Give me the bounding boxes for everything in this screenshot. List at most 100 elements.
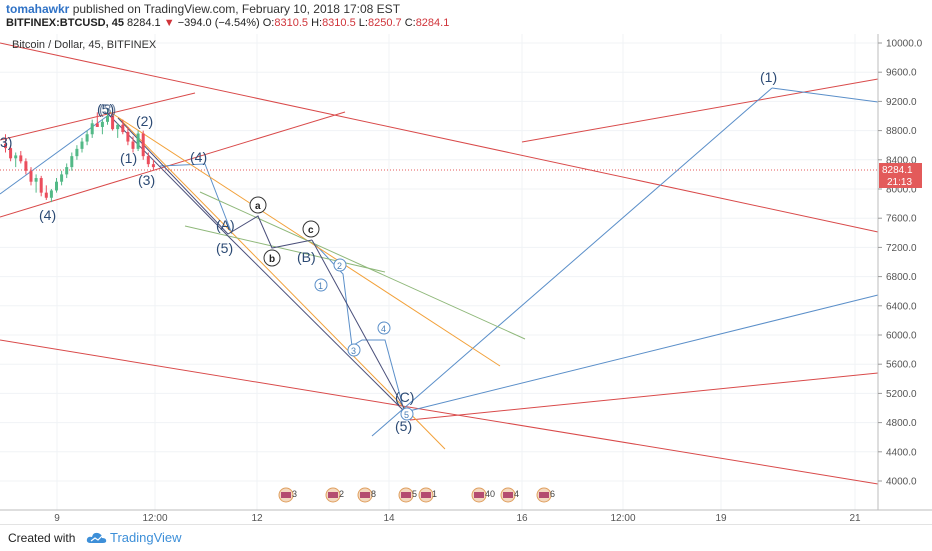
wave-c-path[interactable]	[311, 239, 406, 411]
wave-label-5-a[interactable]: (5)	[216, 240, 233, 256]
price-tick-label: 9600.0	[886, 68, 917, 79]
subwave-label-3[interactable]: 3	[351, 346, 356, 356]
green-lines	[184, 191, 526, 340]
wave-labels: (5) (3) (2) (1) (3) (4) (4) (A) (5) (B) …	[0, 69, 777, 434]
subwave-label-2[interactable]: 2	[337, 261, 342, 271]
wave-label-3-top[interactable]: (3)	[99, 101, 116, 117]
candle-body[interactable]	[24, 161, 28, 171]
subwave-label-1[interactable]: 1	[318, 281, 323, 291]
event-flag-band	[421, 492, 431, 498]
wave-label-2[interactable]: (2)	[136, 113, 153, 129]
price-tick-label: 4400.0	[886, 447, 917, 458]
price-axis-panel	[878, 34, 932, 510]
candle-body[interactable]	[44, 192, 48, 198]
close-value: 8284.1	[415, 17, 450, 29]
candle-body[interactable]	[131, 141, 135, 149]
event-markers: 3 2 8 5 1 40 4 6	[278, 487, 555, 503]
candle-body[interactable]	[75, 148, 79, 157]
wave-outer-path[interactable]	[227, 235, 406, 413]
candle-body[interactable]	[34, 178, 38, 182]
candle-body[interactable]	[111, 116, 115, 130]
candle-body[interactable]	[55, 181, 58, 191]
wave-label-3-left[interactable]: 3)	[0, 134, 12, 150]
time-axis-panel	[0, 510, 932, 524]
circle-label-b[interactable]: b	[269, 254, 275, 265]
candle-body[interactable]	[19, 155, 23, 162]
candle-body[interactable]	[39, 178, 43, 193]
wave-label-1[interactable]: (1)	[120, 150, 137, 166]
candle-body[interactable]	[4, 143, 7, 149]
wave-label-5-top[interactable]: (5)	[97, 101, 114, 117]
tradingview-brand[interactable]: TradingView	[110, 530, 182, 545]
wave-label-3[interactable]: (3)	[138, 172, 155, 188]
countdown-badge	[879, 176, 922, 188]
author-name[interactable]: tomahawkr	[6, 2, 70, 16]
blue-wave4-path[interactable]	[159, 163, 233, 235]
blue-top-segment[interactable]	[771, 87, 879, 103]
green-upper-line[interactable]	[199, 191, 526, 340]
candle-body[interactable]	[49, 190, 53, 198]
price-tick-label: 7600.0	[886, 214, 917, 225]
subwave-label-5[interactable]: 5	[404, 410, 409, 420]
blue-rise-line[interactable]	[371, 87, 773, 437]
candle-body[interactable]	[14, 155, 18, 159]
event-count: 3	[292, 489, 297, 499]
candle-body[interactable]	[146, 156, 150, 165]
event-flag-band	[474, 492, 484, 498]
subwave-4-marker	[377, 321, 391, 335]
candle-body[interactable]	[141, 133, 145, 157]
time-tick-label: 12:00	[142, 513, 167, 524]
circle-label-c[interactable]: c	[308, 225, 314, 236]
price-tick-label: 6000.0	[886, 331, 917, 342]
candle-body[interactable]	[85, 134, 89, 142]
candle-body[interactable]	[9, 148, 13, 159]
candle-body[interactable]	[136, 133, 140, 149]
price-badge-value: 8284.1	[882, 165, 913, 176]
circle-label-a[interactable]: a	[255, 201, 261, 212]
blue-lines	[0, 87, 879, 437]
blue-lower-line[interactable]	[404, 294, 879, 413]
price-badge	[879, 163, 922, 176]
symbol-label: BITFINEX:BTCUSD, 45	[6, 17, 124, 29]
candle-body[interactable]	[29, 170, 33, 182]
candle-body[interactable]	[121, 124, 125, 133]
wave-label-4-upper[interactable]: (4)	[190, 149, 207, 165]
price-tick-label: 4000.0	[886, 477, 917, 488]
candle-body[interactable]	[60, 174, 64, 182]
candle-body[interactable]	[106, 116, 109, 122]
red-lower-line[interactable]	[0, 339, 879, 485]
wave-label-5-c[interactable]: (5)	[395, 418, 412, 434]
subwave-3-marker	[347, 343, 361, 357]
red-lower-right-line[interactable]	[409, 372, 879, 421]
candle-body[interactable]	[90, 123, 94, 135]
red-upper-line[interactable]	[0, 42, 879, 233]
red-right-line[interactable]	[521, 78, 879, 143]
candle-body[interactable]	[95, 123, 99, 127]
candle-body[interactable]	[100, 121, 104, 127]
time-tick-label: 16	[516, 513, 528, 524]
candle-body[interactable]	[126, 132, 130, 142]
orange-lower-line[interactable]	[119, 118, 446, 450]
time-tick-label: 21	[849, 513, 861, 524]
wave-label-C[interactable]: (C)	[395, 389, 414, 405]
wave-label-B[interactable]: (B)	[297, 249, 316, 265]
candle-body[interactable]	[80, 141, 84, 149]
event-flag-band	[360, 492, 370, 498]
event-count: 40	[485, 489, 495, 499]
candle-body[interactable]	[65, 167, 69, 175]
wave-label-A[interactable]: (A)	[216, 217, 235, 233]
publish-line: tomahawkr published on TradingView.com, …	[6, 2, 400, 16]
subwave-label-4[interactable]: 4	[381, 324, 386, 334]
wave-abc-path[interactable]	[117, 117, 313, 249]
wave-label-4-lower[interactable]: (4)	[39, 207, 56, 223]
green-lower-line[interactable]	[184, 225, 386, 273]
time-axis-ticks: 9 12:00 12 14 16 12:00 19 21	[54, 513, 861, 524]
candle-body[interactable]	[151, 164, 155, 168]
wave-label-1-right[interactable]: (1)	[760, 69, 777, 85]
candle-body[interactable]	[70, 156, 74, 168]
price-chart[interactable]: (5) (3) (2) (1) (3) (4) (4) (A) (5) (B) …	[0, 34, 932, 524]
red-channel-bottom[interactable]	[0, 111, 346, 218]
chart-header: tomahawkr published on TradingView.com, …	[0, 0, 932, 34]
subwave-labels: 1 2 3 4 5	[314, 258, 414, 421]
candle-body[interactable]	[116, 124, 120, 130]
